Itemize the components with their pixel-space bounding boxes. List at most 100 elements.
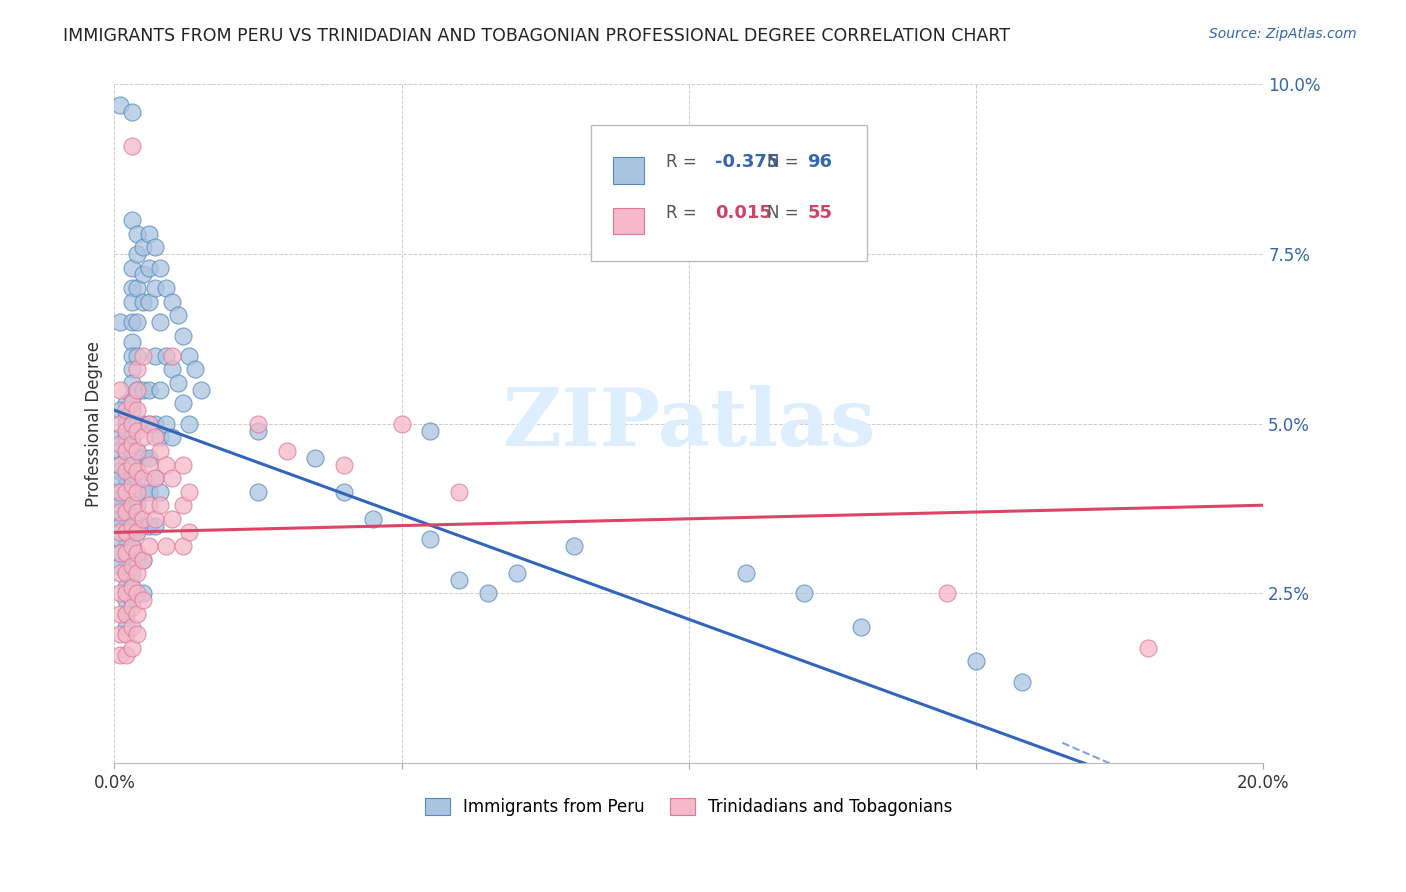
Point [127,281,149,295]
Point [138,458,160,472]
Point [121,396,143,410]
Point [115,491,138,506]
Point [149,484,172,499]
Point [127,424,149,438]
Point [132,240,155,254]
Point [108,315,131,329]
Point [143,471,166,485]
Point [115,417,138,431]
Point [127,498,149,512]
Point [121,478,143,492]
Point [391,417,413,431]
Point [149,444,172,458]
Point [132,349,155,363]
Point [190,383,212,397]
Point [143,240,166,254]
Point [155,349,177,363]
Point [1137,640,1160,655]
Point [115,450,138,465]
Point [108,512,131,526]
Point [121,213,143,227]
Point [138,227,160,241]
Point [108,518,131,533]
Point [108,648,131,662]
Point [562,539,585,553]
Point [108,417,131,431]
Point [121,417,143,431]
Point [115,484,138,499]
Point [115,539,138,553]
Point [127,362,149,376]
Point [115,478,138,492]
Point [127,525,149,540]
Point [115,437,138,451]
Point [127,484,149,499]
Point [108,464,131,478]
Point [735,200,758,214]
Text: R =: R = [666,153,702,171]
Point [132,471,155,485]
Point [121,518,143,533]
Point [108,430,131,444]
Point [121,552,143,566]
Point [132,552,155,566]
Point [143,417,166,431]
Point [121,620,143,634]
Point [304,450,326,465]
Point [132,450,155,465]
Point [333,484,356,499]
Point [108,471,131,485]
Point [108,444,131,458]
Point [166,376,188,390]
Point [127,383,149,397]
Point [115,525,138,540]
Point [172,396,194,410]
Point [143,512,166,526]
Point [160,349,183,363]
Point [143,430,166,444]
Point [121,390,143,404]
Point [115,464,138,478]
FancyBboxPatch shape [591,125,868,260]
Point [108,559,131,574]
Point [155,417,177,431]
Point [115,444,138,458]
Text: R =: R = [666,204,707,222]
Point [127,566,149,580]
Point [132,484,155,499]
Point [149,260,172,275]
Point [121,281,143,295]
Point [115,552,138,566]
Point [138,539,160,553]
Text: ZIPatlas: ZIPatlas [503,384,875,463]
Point [108,532,131,546]
Point [247,417,270,431]
Point [108,437,131,451]
Point [108,546,131,560]
Point [121,437,143,451]
Point [121,335,143,350]
Point [115,566,138,580]
Point [108,607,131,621]
Point [138,383,160,397]
Point [127,444,149,458]
Point [127,471,149,485]
Point [115,518,138,533]
Point [121,471,143,485]
Point [108,525,131,540]
Point [121,458,143,472]
Point [149,383,172,397]
Point [108,498,131,512]
Point [166,308,188,322]
Point [108,546,131,560]
Point [115,532,138,546]
Point [143,281,166,295]
Point [276,444,298,458]
Point [127,607,149,621]
Point [143,349,166,363]
Point [115,593,138,607]
Point [127,247,149,261]
Point [138,417,160,431]
Point [160,362,183,376]
Point [132,552,155,566]
